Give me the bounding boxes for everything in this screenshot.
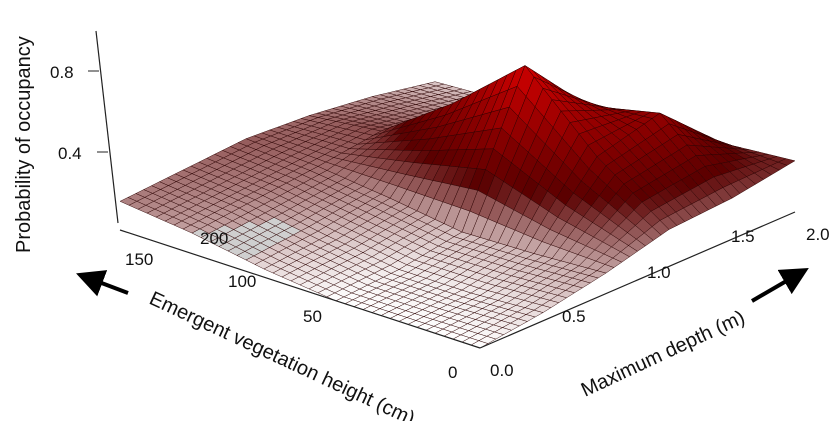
y-tick-label: 1.5 <box>731 227 755 246</box>
x-tick-label: 150 <box>125 250 153 269</box>
surface-mesh <box>119 65 796 349</box>
x-tick-label: 50 <box>303 307 322 326</box>
x-tick-label: 0 <box>448 363 457 382</box>
z-axis-title: Probability of occupancy <box>13 36 35 253</box>
z-axis-line <box>95 30 119 224</box>
y-tick-label: 0.0 <box>490 361 514 380</box>
x-axis-ticks: 200 150 100 50 0 <box>125 229 457 382</box>
y-axis-title: Maximum depth (m) <box>578 306 748 401</box>
y-axis-ticks: 0.0 0.5 1.0 1.5 2.0 <box>490 225 830 380</box>
y-direction-arrow <box>750 267 809 303</box>
x-axis-line <box>119 229 481 349</box>
x-tick-label: 100 <box>228 272 256 291</box>
x-tick-label: 200 <box>200 229 228 248</box>
z-axis-ticks: 0.8 0.4 <box>50 63 108 163</box>
y-tick-label: 0.5 <box>562 307 586 326</box>
y-axis-line <box>479 211 796 349</box>
x-direction-arrow <box>76 270 129 297</box>
y-tick-label: 1.0 <box>647 263 671 282</box>
z-tick-label: 0.8 <box>50 63 74 82</box>
z-tick-label: 0.4 <box>58 144 82 163</box>
y-tick-label: 2.0 <box>806 225 830 244</box>
